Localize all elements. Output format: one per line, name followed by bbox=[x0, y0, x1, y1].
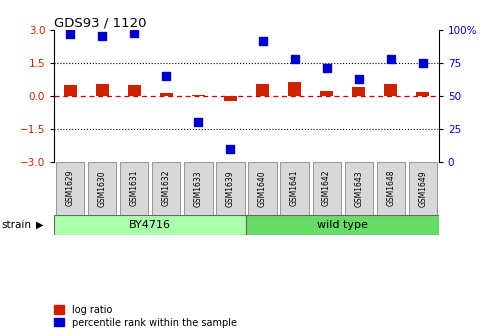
Bar bbox=[64, 85, 76, 96]
Point bbox=[354, 76, 362, 82]
Text: GSM1631: GSM1631 bbox=[130, 170, 139, 206]
Text: GSM1642: GSM1642 bbox=[322, 170, 331, 206]
FancyBboxPatch shape bbox=[281, 162, 309, 214]
Point bbox=[258, 38, 266, 43]
Point bbox=[226, 146, 234, 152]
Text: GSM1643: GSM1643 bbox=[354, 170, 363, 207]
Point bbox=[66, 32, 74, 37]
Point bbox=[98, 33, 106, 38]
Point bbox=[419, 60, 426, 66]
Text: ▶: ▶ bbox=[35, 220, 43, 230]
Text: GSM1632: GSM1632 bbox=[162, 170, 171, 206]
Bar bbox=[192, 95, 205, 96]
Point bbox=[387, 56, 394, 62]
Text: BY4716: BY4716 bbox=[129, 220, 172, 230]
FancyBboxPatch shape bbox=[409, 162, 437, 214]
Text: GSM1633: GSM1633 bbox=[194, 170, 203, 207]
FancyBboxPatch shape bbox=[248, 162, 277, 214]
Bar bbox=[385, 84, 397, 96]
Point bbox=[322, 66, 330, 71]
Bar bbox=[224, 96, 237, 101]
Point bbox=[130, 30, 138, 36]
Text: wild type: wild type bbox=[317, 220, 368, 230]
Bar bbox=[416, 92, 429, 96]
Bar bbox=[352, 87, 365, 96]
Text: strain: strain bbox=[1, 220, 31, 230]
Text: GSM1641: GSM1641 bbox=[290, 170, 299, 206]
Bar bbox=[160, 93, 173, 96]
Bar bbox=[288, 82, 301, 96]
FancyBboxPatch shape bbox=[313, 162, 341, 214]
Text: GDS93 / 1120: GDS93 / 1120 bbox=[54, 16, 147, 29]
Point bbox=[194, 120, 202, 125]
Text: GSM1649: GSM1649 bbox=[418, 170, 427, 207]
FancyBboxPatch shape bbox=[120, 162, 148, 214]
FancyBboxPatch shape bbox=[88, 162, 116, 214]
FancyBboxPatch shape bbox=[345, 162, 373, 214]
Text: GSM1648: GSM1648 bbox=[386, 170, 395, 206]
Text: GSM1629: GSM1629 bbox=[66, 170, 75, 206]
Point bbox=[162, 74, 171, 79]
Legend: log ratio, percentile rank within the sample: log ratio, percentile rank within the sa… bbox=[54, 305, 237, 328]
Text: GSM1630: GSM1630 bbox=[98, 170, 107, 207]
FancyBboxPatch shape bbox=[54, 214, 246, 235]
Text: GSM1640: GSM1640 bbox=[258, 170, 267, 207]
FancyBboxPatch shape bbox=[377, 162, 405, 214]
FancyBboxPatch shape bbox=[152, 162, 180, 214]
Text: GSM1639: GSM1639 bbox=[226, 170, 235, 207]
Bar bbox=[96, 84, 108, 96]
FancyBboxPatch shape bbox=[184, 162, 212, 214]
Point bbox=[291, 56, 299, 62]
Bar bbox=[320, 91, 333, 96]
Bar bbox=[128, 85, 141, 96]
FancyBboxPatch shape bbox=[216, 162, 245, 214]
FancyBboxPatch shape bbox=[246, 214, 439, 235]
Bar bbox=[256, 84, 269, 96]
FancyBboxPatch shape bbox=[56, 162, 84, 214]
